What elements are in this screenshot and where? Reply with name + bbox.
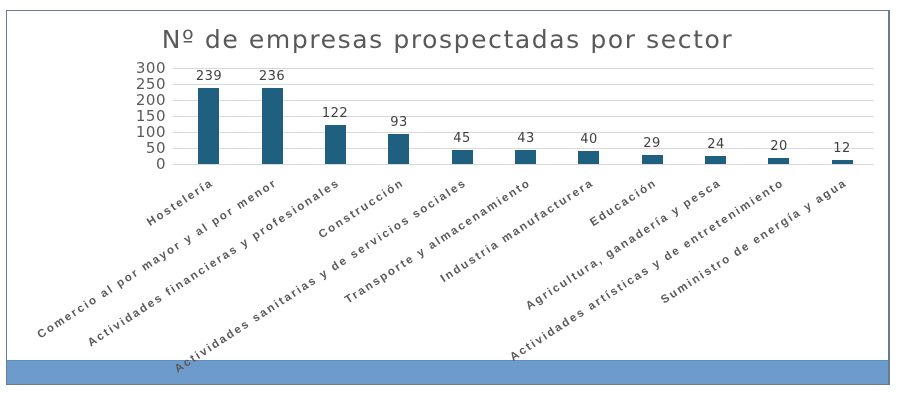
bar[interactable] — [768, 158, 789, 164]
data-label: 24 — [707, 137, 725, 152]
y-tick-label: 150 — [135, 107, 166, 125]
footer-band — [7, 360, 888, 384]
bar[interactable] — [515, 150, 536, 164]
y-tick-label: 250 — [135, 75, 166, 93]
data-label: 239 — [195, 69, 223, 84]
gridline — [173, 116, 874, 117]
bar[interactable] — [832, 160, 853, 164]
y-tick-label: 50 — [145, 139, 166, 157]
data-label: 236 — [258, 69, 286, 84]
bar[interactable] — [388, 134, 409, 164]
data-label: 43 — [517, 131, 535, 146]
chart-title: Nº de empresas prospectadas por sector — [161, 25, 734, 54]
y-tick-label: 300 — [135, 59, 166, 77]
bar[interactable] — [198, 88, 219, 164]
gridline — [173, 84, 874, 85]
bar[interactable] — [705, 156, 726, 164]
gridline — [173, 164, 874, 165]
gridline — [173, 100, 874, 101]
y-tick-label: 200 — [135, 91, 166, 109]
chart-frame: Nº de empresas prospectadas por sector 0… — [6, 10, 890, 385]
bar[interactable] — [642, 155, 663, 164]
bar[interactable] — [262, 88, 283, 164]
gridline — [173, 132, 874, 133]
gridline — [173, 68, 874, 69]
gridline — [173, 148, 874, 149]
data-label: 122 — [321, 106, 349, 121]
data-label: 40 — [580, 132, 598, 147]
data-label: 12 — [833, 141, 851, 156]
bar[interactable] — [452, 150, 473, 164]
data-label: 29 — [643, 136, 661, 151]
bar[interactable] — [325, 125, 346, 164]
data-label: 20 — [770, 139, 788, 154]
y-tick-label: 0 — [155, 155, 166, 173]
data-label: 93 — [390, 115, 408, 130]
bar[interactable] — [578, 151, 599, 164]
data-label: 45 — [453, 131, 471, 146]
y-tick-label: 100 — [135, 123, 166, 141]
plot-area: 0 50 100 150 200 250 300 239 236 122 93 45 43 40 29 24 2… — [7, 11, 888, 384]
